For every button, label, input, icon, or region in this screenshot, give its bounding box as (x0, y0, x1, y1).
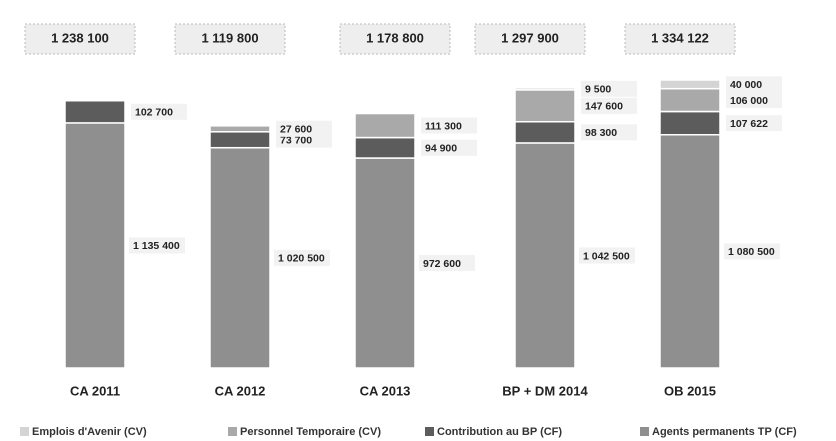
label-box (276, 120, 332, 137)
label-box (421, 139, 477, 156)
total-label: 1 334 122 (651, 30, 709, 45)
label-box (726, 115, 782, 132)
legend-label: Personnel Temporaire (CV) (240, 426, 381, 438)
x-tick-label: CA 2011 (70, 383, 120, 398)
label-box (726, 76, 782, 93)
label-box (581, 80, 637, 97)
total-box (174, 23, 286, 55)
value-label: 1 080 500 (728, 246, 775, 258)
x-tick-label: OB 2015 (664, 383, 716, 398)
label-box (131, 103, 187, 120)
total-label: 1 178 800 (366, 30, 424, 45)
total-box (624, 23, 736, 55)
value-label: 102 700 (135, 107, 173, 119)
total-box (24, 23, 136, 55)
value-label: 94 900 (425, 143, 457, 155)
value-label: 9 500 (585, 84, 611, 96)
bar-segment (659, 110, 721, 136)
bar-segment (354, 112, 416, 139)
label-box (724, 243, 780, 260)
legend-swatch (425, 427, 434, 436)
bar-segment (209, 131, 271, 149)
bar-segment (354, 157, 416, 369)
total-label: 1 119 800 (201, 30, 258, 45)
bar-segment (64, 122, 126, 369)
label-box (581, 124, 637, 141)
bar-segment (514, 120, 576, 144)
value-label: 111 300 (425, 120, 462, 132)
value-label: 98 300 (585, 127, 617, 139)
legend-label: Agents permanents TP (CF) (652, 426, 797, 438)
total-box (474, 23, 586, 55)
label-box (579, 247, 635, 264)
label-box (274, 249, 330, 266)
legend-swatch (20, 427, 29, 436)
label-box (421, 117, 477, 134)
x-tick-label: CA 2013 (360, 383, 411, 398)
bar-segment (64, 99, 126, 124)
value-label: 106 000 (730, 95, 768, 107)
x-tick-label: CA 2012 (215, 383, 266, 398)
legend-swatch (228, 427, 237, 436)
legend-label: Contribution au BP (CF) (437, 426, 562, 438)
value-label: 107 622 (730, 118, 768, 130)
value-label: 73 700 (280, 135, 312, 147)
bar-segment (659, 87, 721, 113)
total-label: 1 238 100 (51, 30, 109, 45)
legend-label: Emplois d'Avenir (CV) (32, 426, 147, 438)
total-label: 1 297 900 (501, 30, 559, 45)
bar-segment (514, 89, 576, 123)
total-box (339, 23, 451, 55)
bar-segment (514, 87, 576, 91)
label-box (419, 255, 475, 272)
value-label: 1 020 500 (278, 253, 325, 265)
legend-swatch (640, 427, 649, 436)
bar-segment (209, 125, 271, 133)
value-label: 1 135 400 (133, 240, 180, 252)
value-label: 40 000 (730, 79, 762, 91)
label-box (726, 92, 782, 109)
bar-segment (354, 136, 416, 159)
bar-segment (514, 142, 576, 369)
value-label: 27 600 (280, 124, 312, 136)
value-label: 972 600 (423, 258, 461, 270)
bar-segment (659, 133, 721, 369)
label-box (581, 97, 637, 114)
value-label: 1 042 500 (583, 250, 630, 262)
label-box (129, 237, 185, 254)
bar-segment (659, 79, 721, 90)
bar-segment (209, 146, 271, 369)
x-tick-label: BP + DM 2014 (502, 383, 588, 398)
value-label: 147 600 (585, 101, 623, 113)
